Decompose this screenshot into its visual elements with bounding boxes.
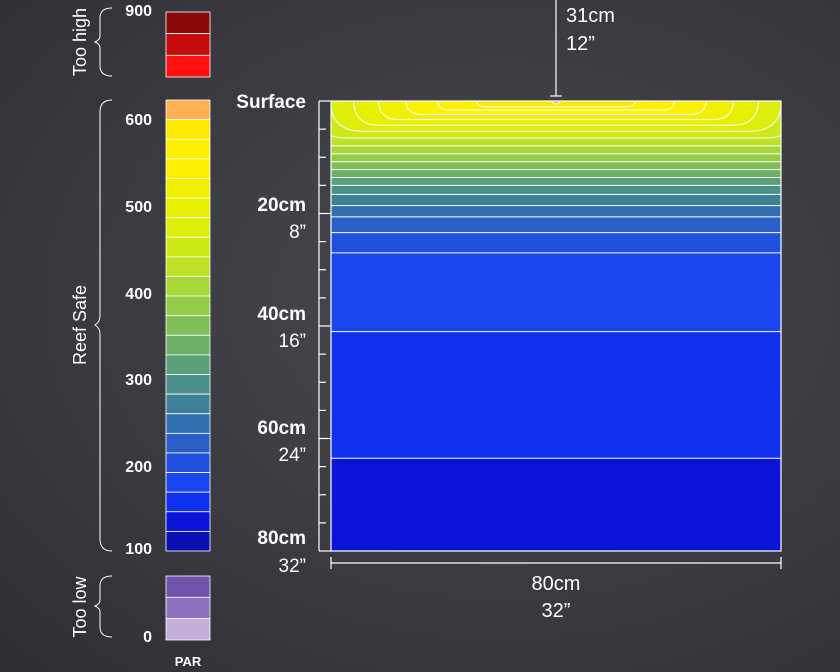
width-cm-label: 80cm (532, 573, 581, 595)
par-tick-600: 600 (125, 112, 152, 129)
depth-60cm-label: 60cm (257, 418, 306, 439)
scale-cell-reef-safe-3 (165, 158, 211, 179)
too-low-label: Too low (70, 575, 90, 637)
par-tick-100: 100 (125, 541, 152, 558)
depth-40cm-label: 40cm (257, 304, 306, 325)
scale-cell-too-low-2 (165, 618, 211, 641)
scale-cell-reef-safe-14 (165, 374, 211, 395)
scale-cell-reef-safe-1 (165, 119, 211, 140)
par-color-scale (165, 11, 211, 641)
par-contours (331, 101, 781, 551)
depth-8in-label: 8” (289, 222, 306, 243)
scale-cell-reef-safe-11 (165, 315, 211, 336)
reef-safe-bracket (94, 99, 113, 552)
scale-cell-reef-safe-5 (165, 197, 211, 219)
scale-cell-too-low-0 (165, 575, 211, 598)
scale-cell-reef-safe-8 (165, 256, 211, 277)
scale-cell-reef-safe-7 (165, 236, 211, 258)
scale-cell-reef-safe-4 (165, 178, 211, 199)
width-in-label: 32” (542, 600, 571, 622)
par-tick-400: 400 (125, 286, 152, 303)
par-tick-300: 300 (125, 372, 152, 389)
scale-cell-reef-safe-13 (165, 354, 211, 375)
scale-cell-reef-safe-22 (165, 530, 211, 552)
scale-cell-reef-safe-6 (165, 217, 211, 238)
depth-axis-ticks (319, 100, 331, 552)
depth-32in-label: 32” (279, 556, 306, 577)
scale-cell-too-high-2 (165, 54, 211, 78)
scale-cell-reef-safe-2 (165, 138, 211, 160)
scale-cell-reef-safe-16 (165, 413, 211, 434)
depth-16in-label: 16” (279, 331, 306, 352)
scale-cell-reef-safe-15 (165, 393, 211, 415)
scale-cell-reef-safe-18 (165, 452, 211, 473)
scale-cell-too-high-1 (165, 33, 211, 56)
depth-80cm-label: 80cm (257, 528, 306, 549)
scale-brackets (93, 7, 113, 638)
surface-label: Surface (236, 92, 306, 113)
par-tick-500: 500 (125, 199, 152, 216)
scale-cell-reef-safe-19 (165, 472, 211, 493)
scale-cell-reef-safe-12 (165, 334, 211, 356)
light-height-cm: 31cm (566, 5, 615, 27)
too-high-label: Too high (70, 8, 90, 76)
depth-24in-label: 24” (279, 445, 306, 466)
scale-cell-reef-safe-9 (165, 276, 211, 297)
reef-safe-label: Reef Safe (70, 285, 90, 365)
contour-band-par-600 (551, 101, 561, 105)
scale-cell-reef-safe-0 (165, 99, 211, 121)
scale-cell-reef-safe-20 (165, 491, 211, 513)
scale-cell-reef-safe-21 (165, 511, 211, 532)
depth-20cm-label: 20cm (257, 195, 306, 216)
light-height-in: 12” (566, 33, 595, 55)
too-low-bracket (93, 575, 113, 638)
too-high-bracket (93, 7, 113, 77)
par-tick-900: 900 (125, 3, 152, 20)
scale-cell-reef-safe-10 (165, 295, 211, 317)
par-tick-200: 200 (125, 459, 152, 476)
par-tick-0: 0 (143, 629, 152, 646)
scale-cell-reef-safe-17 (165, 432, 211, 454)
scale-cell-too-high-0 (165, 11, 211, 35)
scale-cell-too-low-1 (165, 596, 211, 620)
par-axis-label: PAR (175, 654, 202, 669)
